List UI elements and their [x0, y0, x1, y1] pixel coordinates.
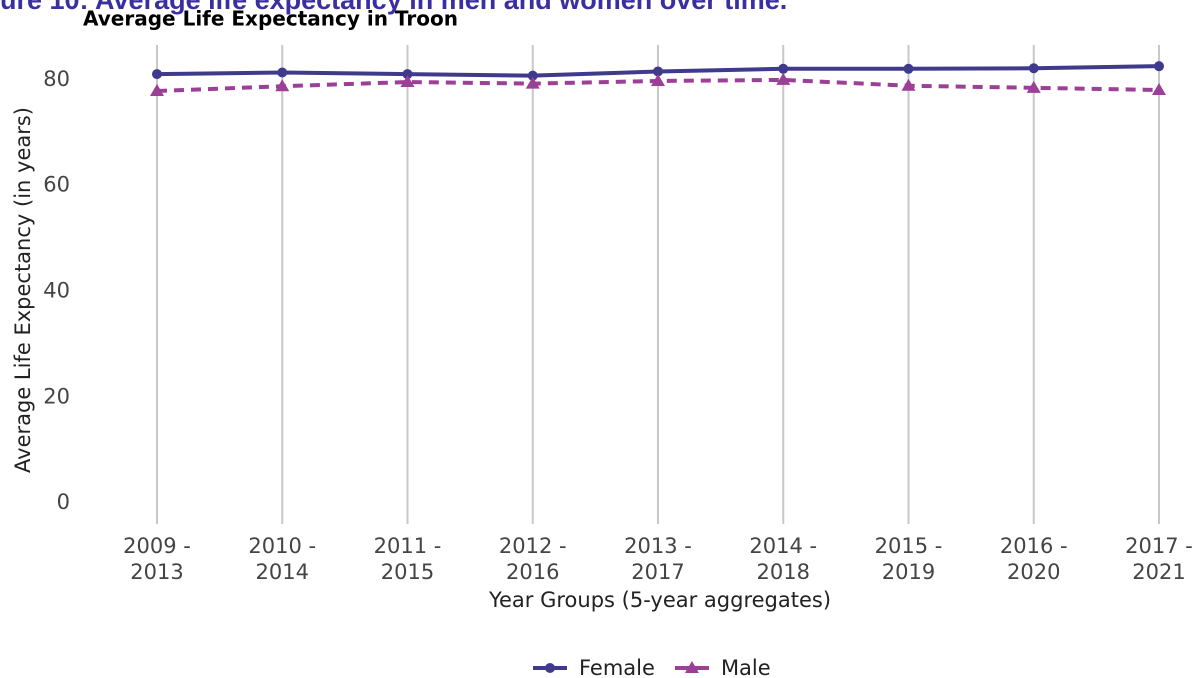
- x-tick-label: 2011 -2015: [374, 534, 442, 584]
- marker: [402, 69, 413, 80]
- marker: [1154, 61, 1164, 72]
- figure-caption: ure 10: Average life expectancy in men a…: [0, 0, 787, 15]
- legend-label: Female: [579, 656, 655, 678]
- marker: [152, 69, 162, 80]
- marker: [275, 79, 290, 92]
- marker: [684, 661, 699, 673]
- marker: [1152, 82, 1166, 95]
- y-tick-label: 0: [57, 490, 70, 514]
- x-tick-label: 2009 -2013: [123, 534, 191, 584]
- y-tick-label: 60: [43, 173, 70, 197]
- marker: [776, 72, 791, 85]
- legend-label: Male: [721, 656, 771, 678]
- y-tick-label: 20: [43, 384, 70, 408]
- y-tick-label: 80: [43, 67, 70, 91]
- marker: [903, 63, 914, 74]
- x-tick-label: 2017 -2021: [1125, 534, 1193, 584]
- marker: [778, 63, 789, 74]
- y-axis-label: Average Life Expectancy (in years): [11, 107, 35, 473]
- y-tick-label: 40: [43, 278, 70, 302]
- marker: [1026, 80, 1041, 93]
- marker: [150, 84, 164, 97]
- x-tick-label: 2010 -2014: [248, 534, 316, 584]
- marker: [653, 66, 663, 77]
- x-tick-label: 2013 -2017: [624, 534, 692, 584]
- marker: [651, 73, 665, 86]
- x-axis-label: Year Groups (5-year aggregates): [488, 588, 831, 612]
- marker: [400, 75, 415, 88]
- marker: [545, 663, 555, 673]
- x-tick-label: 2016 -2020: [1000, 534, 1068, 584]
- chart-title: Average Life Expectancy in Troon: [83, 7, 458, 31]
- marker: [525, 76, 540, 89]
- marker: [277, 67, 288, 78]
- x-tick-label: 2015 -2019: [875, 534, 943, 584]
- marker: [527, 70, 538, 81]
- marker: [901, 78, 916, 91]
- marker: [1028, 63, 1039, 74]
- x-tick-label: 2012 -2016: [499, 534, 567, 584]
- x-tick-label: 2014 -2018: [749, 534, 817, 584]
